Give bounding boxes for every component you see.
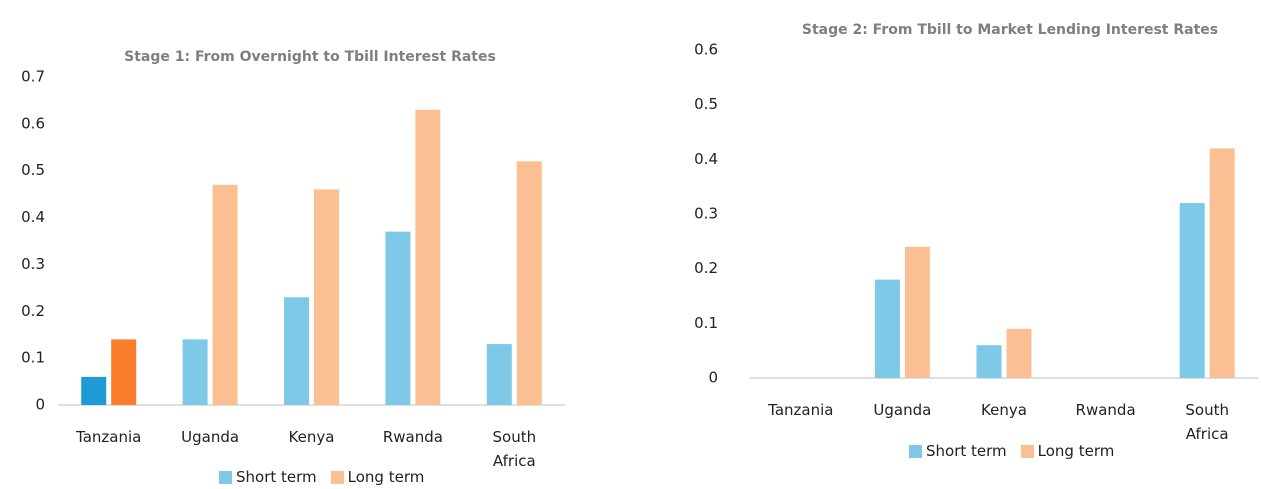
bar xyxy=(111,339,137,405)
y-tick-label: 0 xyxy=(708,369,718,387)
bar xyxy=(81,376,107,405)
bar xyxy=(284,297,309,405)
y-tick-label: 0.6 xyxy=(694,41,718,59)
bar xyxy=(976,345,1002,378)
bar xyxy=(1179,203,1205,378)
chart-title: Stage 1: From Overnight to Tbill Interes… xyxy=(124,49,496,65)
x-tick-label: South Africa xyxy=(1185,401,1229,443)
legend-label: Short term xyxy=(926,442,1007,460)
legend-label: Short term xyxy=(236,468,317,486)
y-tick-label: 0 xyxy=(35,396,45,414)
legend-label: Long term xyxy=(347,468,425,486)
y-tick-label: 0.2 xyxy=(694,259,718,277)
y-tick-label: 0.5 xyxy=(21,161,45,179)
x-tick-label: Kenya xyxy=(288,428,335,446)
x-tick-label: Tanzania xyxy=(76,428,142,446)
y-tick-label: 0.7 xyxy=(21,68,45,86)
bar xyxy=(904,246,930,378)
bar xyxy=(415,109,441,406)
legend-label: Long term xyxy=(1037,442,1115,460)
bar xyxy=(1209,148,1235,378)
bar xyxy=(516,161,542,405)
y-tick-label: 0.3 xyxy=(694,205,718,223)
legend-swatch xyxy=(1020,444,1034,458)
legend-swatch xyxy=(219,470,232,484)
bar xyxy=(385,231,411,405)
bar xyxy=(182,339,208,405)
legend: Short term Long term xyxy=(895,442,1114,460)
x-tick-label: Tanzania xyxy=(768,401,834,419)
legend-swatch xyxy=(330,470,344,484)
legend-swatch xyxy=(909,444,922,458)
x-tick-label: Uganda xyxy=(873,401,932,419)
x-tick-label: Rwanda xyxy=(382,428,443,446)
bar xyxy=(212,184,238,405)
y-tick-label: 0.6 xyxy=(21,114,45,132)
bar xyxy=(874,279,900,378)
y-tick-label: 0.5 xyxy=(694,95,718,113)
chart-title: Stage 2: From Tbill to Market Lending In… xyxy=(801,22,1219,38)
bar xyxy=(486,344,512,405)
x-tick-label: Kenya xyxy=(981,401,1027,419)
legend: Short term Long term xyxy=(205,468,424,486)
x-tick-label: Rwanda xyxy=(1075,401,1136,419)
y-tick-label: 0.4 xyxy=(21,208,45,226)
x-tick-label: South Africa xyxy=(492,428,537,470)
y-tick-label: 0.4 xyxy=(694,150,718,168)
y-tick-label: 0.2 xyxy=(21,302,45,320)
y-tick-label: 0.3 xyxy=(21,255,45,273)
bar xyxy=(314,189,339,405)
x-tick-label: Uganda xyxy=(181,428,240,446)
y-tick-label: 0.1 xyxy=(21,349,45,367)
y-tick-label: 0.1 xyxy=(694,314,718,332)
bar xyxy=(1006,328,1032,378)
